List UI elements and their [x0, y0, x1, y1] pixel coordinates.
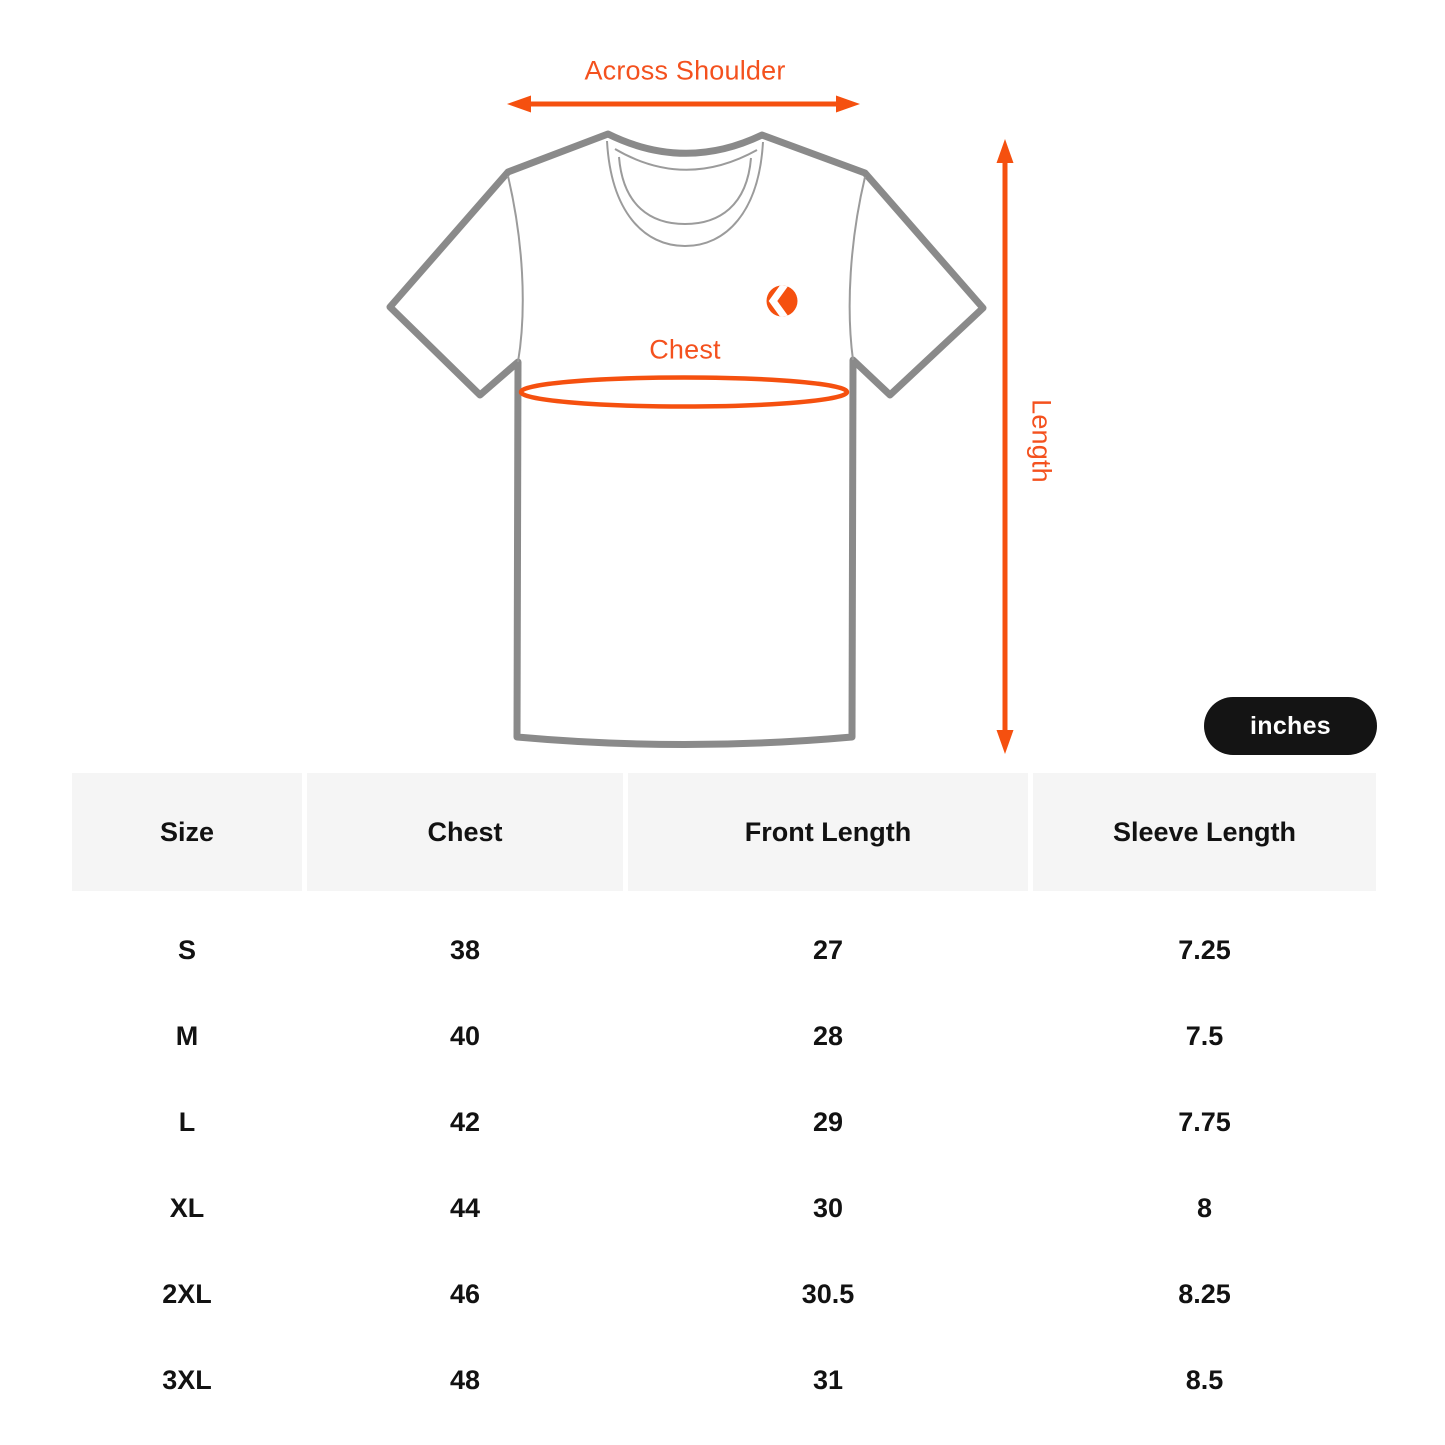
collar-seams — [606, 140, 764, 248]
cell-front-length: 31 — [812, 1364, 844, 1395]
chest-ellipse — [518, 375, 850, 409]
cell-size: M — [175, 1020, 199, 1051]
chest-label: Chest — [649, 334, 721, 365]
table-row: S 38 27 7.25 — [72, 907, 1376, 993]
cell-size: L — [178, 1106, 196, 1137]
table-row: XL 44 30 8 — [72, 1165, 1376, 1251]
table-row: M 40 28 7.5 — [72, 993, 1376, 1079]
cell-sleeve-length: 7.5 — [1185, 1020, 1224, 1051]
size-table-header: Size Chest Front Length Sleeve Length — [72, 773, 1376, 891]
column-header-size: Size — [72, 773, 302, 891]
cell-chest: 48 — [449, 1364, 481, 1395]
cell-size: S — [177, 934, 196, 965]
cell-sleeve-length: 8 — [1196, 1192, 1213, 1223]
cell-chest: 38 — [449, 934, 481, 965]
cell-front-length: 29 — [812, 1106, 844, 1137]
tshirt-measurement-diagram — [386, 95, 1014, 754]
size-table-body: S 38 27 7.25 M 40 28 7.5 L 42 29 7.75 XL… — [72, 907, 1376, 1423]
size-table: Size Chest Front Length Sleeve Length S … — [72, 773, 1376, 1423]
table-row: 3XL 48 31 8.5 — [72, 1337, 1376, 1423]
table-row: L 42 29 7.75 — [72, 1079, 1376, 1165]
cell-size: XL — [169, 1192, 205, 1223]
tshirt-outline-icon — [386, 130, 987, 748]
cell-size: 2XL — [162, 1278, 212, 1309]
column-header-chest: Chest — [307, 773, 623, 891]
cell-chest: 40 — [449, 1020, 481, 1051]
cell-sleeve-length: 7.75 — [1178, 1106, 1231, 1137]
cell-sleeve-length: 8.25 — [1178, 1278, 1231, 1309]
cell-front-length: 30 — [812, 1192, 844, 1223]
cell-size: 3XL — [162, 1364, 212, 1395]
cell-chest: 44 — [449, 1192, 481, 1223]
unit-badge[interactable]: inches — [1204, 697, 1377, 755]
column-header-sleeve-length: Sleeve Length — [1033, 773, 1376, 891]
cell-sleeve-length: 8.5 — [1185, 1364, 1224, 1395]
length-label: Length — [1026, 399, 1057, 483]
across-shoulder-label: Across Shoulder — [584, 55, 786, 86]
brand-logo-icon — [766, 285, 798, 317]
sleeve-seams — [507, 175, 866, 363]
table-row: 2XL 46 30.5 8.25 — [72, 1251, 1376, 1337]
cell-sleeve-length: 7.25 — [1178, 934, 1231, 965]
cell-front-length: 28 — [812, 1020, 844, 1051]
column-header-front-length: Front Length — [628, 773, 1028, 891]
length-arrow — [996, 139, 1014, 754]
cell-front-length: 27 — [812, 934, 844, 965]
cell-chest: 46 — [449, 1278, 481, 1309]
across-shoulder-arrow — [507, 95, 860, 113]
cell-chest: 42 — [449, 1106, 481, 1137]
cell-front-length: 30.5 — [801, 1278, 855, 1309]
